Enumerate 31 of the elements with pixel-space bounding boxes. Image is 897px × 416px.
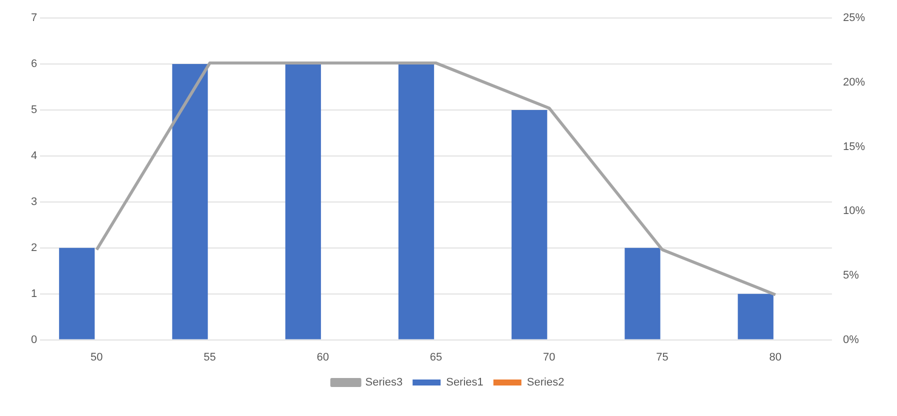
x-tick-label: 55 <box>204 351 216 364</box>
legend-label: Series3 <box>365 376 403 389</box>
y2-tick-label: 10% <box>842 205 866 218</box>
y2-tick-label: 5% <box>842 269 860 282</box>
bar <box>624 248 660 340</box>
x-tick-label: 75 <box>656 351 668 364</box>
y2-tick-label: 20% <box>842 76 866 88</box>
legend-label: Series1 <box>446 376 484 389</box>
y-tick-label: 4 <box>30 150 38 162</box>
bar <box>398 64 434 340</box>
x-tick-label: 70 <box>543 351 556 364</box>
x-tick-label: 60 <box>316 351 330 364</box>
y2-tick-label: 0% <box>842 334 860 346</box>
y-tick-label: 1 <box>30 288 38 300</box>
x-tick-label: 80 <box>769 351 782 364</box>
y2-tick-label: 25% <box>842 12 866 24</box>
bar <box>59 248 95 340</box>
bar <box>172 64 208 340</box>
bar <box>512 110 548 340</box>
y-tick-label: 3 <box>30 196 38 208</box>
y-tick-label: 0 <box>30 334 38 346</box>
x-tick-label: 65 <box>430 351 442 364</box>
y2-tick-label: 15% <box>842 140 866 153</box>
x-tick-label: 50 <box>90 351 103 364</box>
y-tick-label: 2 <box>30 242 38 254</box>
y-tick-label: 5 <box>30 104 38 116</box>
bar <box>738 294 774 340</box>
y-tick-label: 7 <box>30 12 38 24</box>
y-tick-label: 6 <box>30 58 38 70</box>
bar <box>285 64 321 340</box>
legend-label: Series2 <box>526 376 564 389</box>
